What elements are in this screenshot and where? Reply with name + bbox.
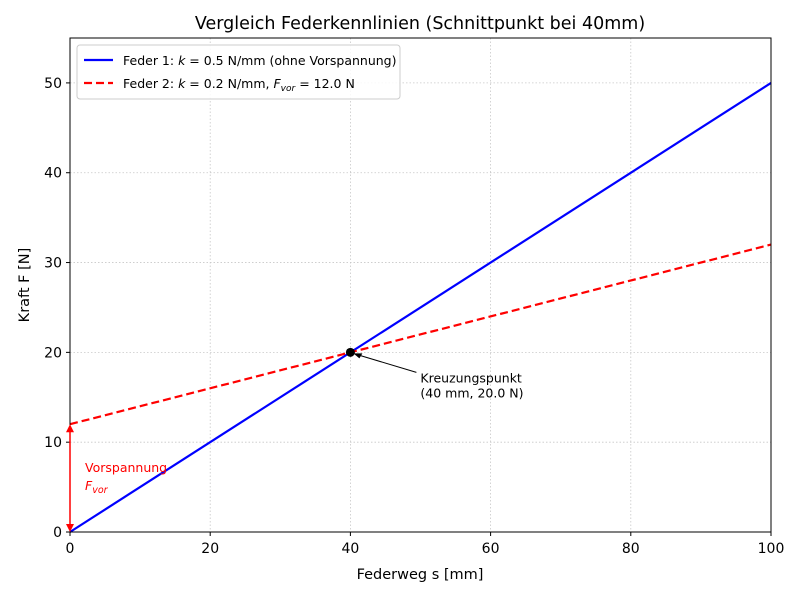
chart-title: Vergleich Federkennlinien (Schnittpunkt … xyxy=(195,14,645,34)
legend-label-feder-2: Feder 2: k = 0.2 N/mm, Fvor = 12.0 N xyxy=(123,76,355,94)
series-line-feder-1 xyxy=(69,81,772,533)
y-tick-label: 20 xyxy=(44,345,62,361)
legend: Feder 1: k = 0.5 N/mm (ohne Vorspannung)… xyxy=(76,44,401,100)
y-tick-label: 0 xyxy=(53,525,62,541)
grid xyxy=(69,38,772,533)
x-tick-label: 80 xyxy=(622,541,640,557)
legend-box xyxy=(76,44,401,100)
intersection-label-line1: Kreuzungspunkt xyxy=(420,370,522,385)
plot-frame xyxy=(69,37,772,533)
legend-label-feder-1: Feder 1: k = 0.5 N/mm (ohne Vorspannung) xyxy=(123,53,397,68)
x-axis-label: Federweg s [mm] xyxy=(357,567,484,583)
y-axis-label: Kraft F [N] xyxy=(17,248,33,323)
annotations: Kreuzungspunkt(40 mm, 20.0 N) Vorspannung… xyxy=(66,347,523,532)
x-tick-label: 100 xyxy=(758,541,785,557)
y-tick-label: 10 xyxy=(44,435,62,451)
preload-label: Vorspannung xyxy=(85,460,167,475)
y-tick-label: 30 xyxy=(44,256,62,272)
intersection-point xyxy=(345,347,355,357)
series-layer xyxy=(69,81,772,533)
y-tick-label: 50 xyxy=(44,76,62,92)
x-tick-label: 0 xyxy=(66,541,75,557)
y-tick-label: 40 xyxy=(44,166,62,182)
series-line-feder-2 xyxy=(69,243,772,426)
x-tick-label: 60 xyxy=(482,541,500,557)
intersection-arrow xyxy=(356,353,417,373)
intersection-label-line2: (40 mm, 20.0 N) xyxy=(420,385,523,400)
preload-symbol: Fvor xyxy=(85,478,109,496)
intersection-arrow-head xyxy=(353,353,363,359)
ticks: 0 20 40 60 80 100 0 10 20 30 40 50 xyxy=(44,76,784,557)
preload-arrow-head-top xyxy=(66,424,74,433)
x-tick-label: 20 xyxy=(201,541,219,557)
x-tick-label: 40 xyxy=(341,541,359,557)
preload-arrow-head-bottom xyxy=(66,524,74,532)
